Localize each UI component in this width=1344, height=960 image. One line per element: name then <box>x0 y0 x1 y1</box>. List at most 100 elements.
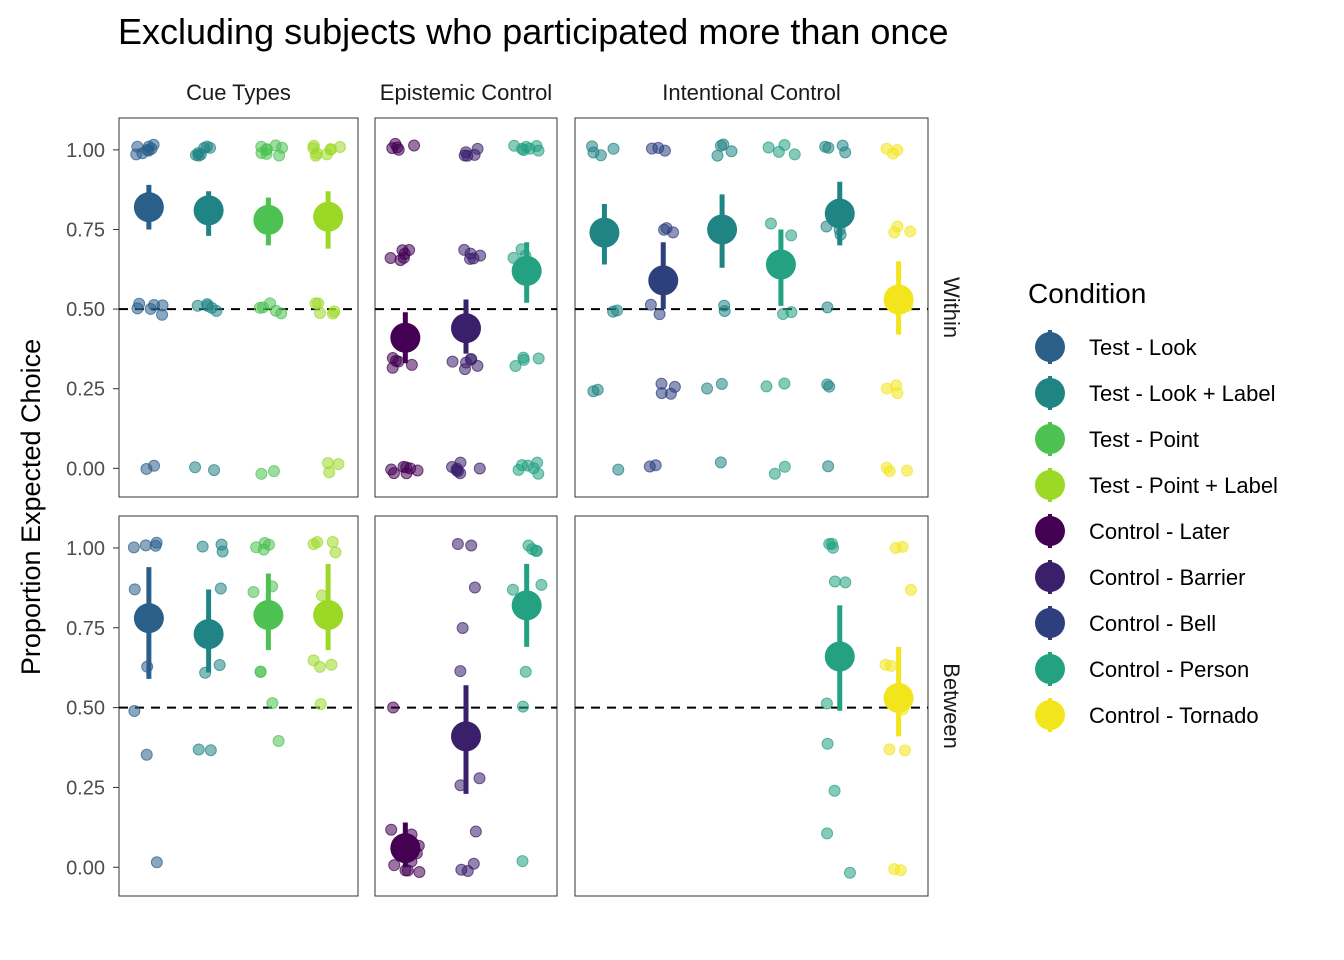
data-point <box>413 865 426 878</box>
data-point <box>208 464 221 477</box>
data-point <box>655 377 668 390</box>
data-point <box>894 864 907 877</box>
legend-item: Control - Barrier <box>1035 560 1245 594</box>
data-point <box>701 382 714 395</box>
legend-label: Control - Tornado <box>1089 703 1259 728</box>
legend-label: Control - Barrier <box>1089 565 1245 590</box>
data-point <box>880 461 893 474</box>
mean-point <box>451 721 481 752</box>
y-tick-label: 0.75 <box>66 618 105 640</box>
mean-point <box>390 322 421 353</box>
mean-point <box>589 217 620 248</box>
mean-point <box>390 833 421 864</box>
y-tick-label: 0.25 <box>66 777 105 799</box>
data-point <box>760 380 773 393</box>
data-point <box>785 229 798 242</box>
data-point <box>411 464 424 477</box>
data-point <box>262 538 275 551</box>
y-tick-label: 1.00 <box>66 140 105 162</box>
panel-border <box>118 515 359 897</box>
legend-key-dot <box>1035 332 1065 362</box>
data-point <box>607 305 620 318</box>
legend-label: Test - Point + Label <box>1089 473 1278 498</box>
y-tick-label: 0.25 <box>66 379 105 401</box>
legend-item: Test - Look <box>1035 330 1198 364</box>
data-point <box>612 463 625 476</box>
data-point <box>454 665 467 678</box>
legend-label: Control - Later <box>1089 519 1230 544</box>
data-point <box>517 351 530 364</box>
data-point <box>127 541 140 554</box>
data-point <box>644 298 657 311</box>
data-point <box>215 538 228 551</box>
data-point <box>384 252 397 265</box>
strip-label-intentional-control: Intentional Control <box>662 80 841 105</box>
legend-item: Test - Point <box>1035 422 1199 456</box>
legend-item: Test - Look + Label <box>1035 376 1276 410</box>
legend-key-dot <box>1035 562 1065 592</box>
data-point <box>891 144 904 157</box>
strip-label-epistemic-control: Epistemic Control <box>380 80 552 105</box>
data-point <box>461 865 474 878</box>
data-point <box>148 459 161 472</box>
data-point <box>822 141 835 154</box>
legend-key-dot <box>1035 700 1065 730</box>
legend: Condition Test - Look Test - Look + Label… <box>1028 278 1278 732</box>
data-point <box>128 705 141 718</box>
data-point <box>387 467 400 480</box>
mean-point <box>133 192 164 223</box>
data-point <box>839 146 852 159</box>
mean-point <box>648 265 679 296</box>
panel-epistemic-control-between <box>374 515 558 897</box>
data-point <box>822 460 835 473</box>
data-point <box>389 137 402 150</box>
data-point <box>714 139 727 152</box>
mean-point <box>253 204 284 235</box>
data-point <box>255 467 268 480</box>
data-point <box>309 297 322 310</box>
data-point <box>149 539 162 552</box>
data-point <box>204 744 217 757</box>
data-point <box>325 658 338 671</box>
mean-point <box>883 284 914 315</box>
data-point <box>267 465 280 478</box>
data-point <box>307 538 320 551</box>
data-point <box>473 462 486 475</box>
mean-point <box>707 214 738 245</box>
data-point <box>768 467 781 480</box>
legend-label: Test - Look <box>1089 335 1198 360</box>
data-point <box>764 217 777 230</box>
data-point <box>468 581 481 594</box>
legend-title: Condition <box>1028 278 1146 309</box>
panel-cue-types-between <box>118 515 359 897</box>
data-point <box>255 147 268 160</box>
data-point <box>828 784 841 797</box>
legend-item: Control - Later <box>1035 514 1230 548</box>
data-point <box>900 464 913 477</box>
data-point <box>266 697 279 710</box>
data-point <box>519 665 532 678</box>
data-point <box>714 456 727 469</box>
y-tick-label: 1.00 <box>66 538 105 560</box>
data-point <box>535 578 548 591</box>
data-point <box>253 301 266 314</box>
data-point <box>307 139 320 152</box>
panel-epistemic-control-within <box>374 117 558 498</box>
data-point <box>465 539 478 552</box>
data-point <box>904 225 917 238</box>
y-tick-label: 0.75 <box>66 219 105 241</box>
data-point <box>904 583 917 596</box>
data-point <box>192 743 205 756</box>
panels-layer: Cue Types Epistemic Control Intentional Co… <box>66 80 964 897</box>
data-point <box>196 540 209 553</box>
data-point <box>394 254 407 267</box>
mean-point <box>511 590 542 621</box>
mean-point <box>824 641 855 672</box>
data-point <box>326 307 339 320</box>
data-point <box>469 825 482 838</box>
data-point <box>517 143 530 156</box>
data-point <box>821 301 834 314</box>
mean-point <box>133 603 164 634</box>
data-point <box>587 146 600 159</box>
row-label-between: Between <box>939 663 964 749</box>
